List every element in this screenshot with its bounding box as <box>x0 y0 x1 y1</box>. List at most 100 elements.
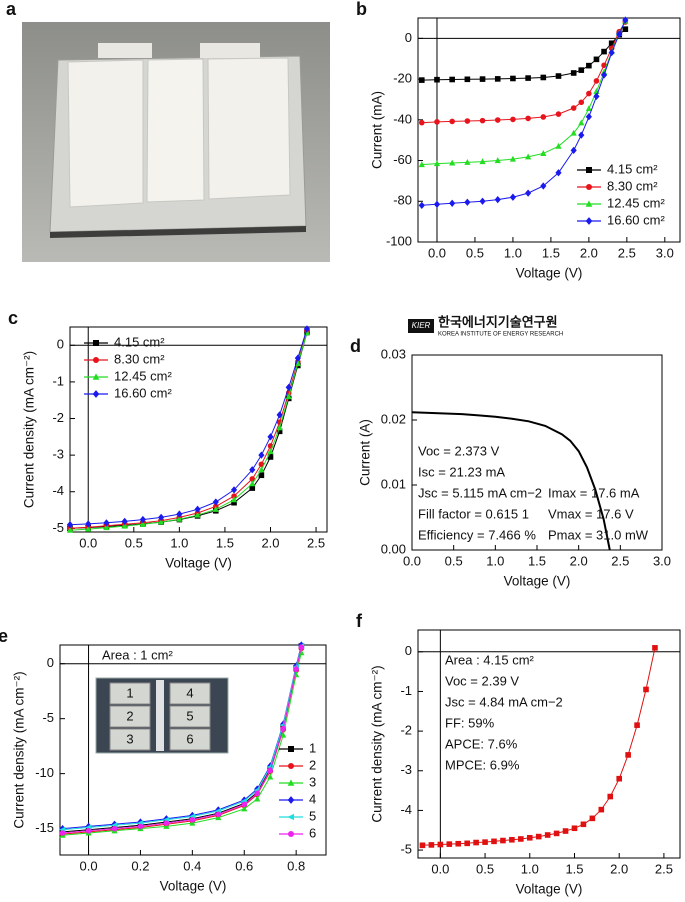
plot-frame <box>59 644 327 856</box>
legend-marker <box>93 357 99 363</box>
y-tick-label: -3 <box>400 762 412 777</box>
data-point <box>285 393 292 400</box>
x-axis-label: Voltage (V) <box>516 266 583 281</box>
data-point <box>482 839 488 845</box>
y-tick-label: -100 <box>386 233 412 248</box>
x-tick-label: 2.0 <box>570 553 588 568</box>
data-point <box>535 833 542 840</box>
y-tick-label: -2 <box>400 723 412 738</box>
data-point <box>418 161 425 168</box>
data-point <box>258 451 265 459</box>
data-point <box>66 526 74 533</box>
inset-divider <box>156 680 164 751</box>
data-point <box>553 830 560 837</box>
x-tick-label: 2.0 <box>261 535 279 550</box>
inset-label: 2 <box>126 708 133 723</box>
inset-label: 6 <box>186 731 193 746</box>
data-point <box>555 73 562 79</box>
data-point <box>419 842 426 849</box>
data-point <box>103 519 110 527</box>
panel-label: b <box>356 0 367 19</box>
data-point <box>571 825 578 832</box>
data-point <box>598 806 605 813</box>
inset-cell <box>109 705 151 728</box>
panel-label: e <box>0 626 8 646</box>
x-tick-label: 0.6 <box>235 858 253 873</box>
data-point <box>137 823 144 830</box>
data-point <box>267 767 274 774</box>
data-point <box>510 75 516 82</box>
x-tick-label: 0.5 <box>466 245 484 260</box>
data-point <box>555 111 562 117</box>
data-point <box>189 817 196 823</box>
y-axis-label: Current density (mA cm⁻²) <box>22 351 37 508</box>
data-point <box>215 811 222 818</box>
data-point <box>303 325 311 333</box>
data-point <box>433 200 441 208</box>
annotation: Area : 1 cm² <box>102 647 173 662</box>
data-point <box>455 840 462 847</box>
x-tick-label: 1.0 <box>486 553 504 568</box>
data-point <box>652 645 658 651</box>
data-point <box>589 815 596 822</box>
data-point <box>121 517 128 526</box>
x-axis-label: Voltage (V) <box>165 556 232 571</box>
data-point <box>578 131 585 139</box>
x-tick-label: 1.0 <box>170 535 188 550</box>
series-line <box>69 328 308 526</box>
data-point <box>570 105 577 111</box>
x-tick-label: 0.0 <box>80 858 98 873</box>
annotation: Voc = 2.39 V <box>445 673 519 688</box>
data-point <box>479 76 486 82</box>
data-point <box>294 354 301 362</box>
data-point <box>600 71 608 79</box>
x-tick-label: 0.2 <box>131 858 149 873</box>
data-point <box>518 836 524 842</box>
y-tick-label: 0 <box>405 30 412 45</box>
data-point <box>280 731 287 738</box>
legend-marker <box>287 813 294 821</box>
data-point <box>578 119 585 126</box>
x-axis-label: Voltage (V) <box>516 882 583 897</box>
x-tick-label: 2.5 <box>611 553 629 568</box>
x-tick-label: 1.0 <box>504 245 522 260</box>
data-point <box>418 77 425 83</box>
data-point <box>230 496 238 503</box>
y-tick-label: 0 <box>405 643 412 658</box>
series-line <box>421 28 626 81</box>
data-point <box>294 360 301 367</box>
legend-label: 4.15 cm² <box>114 334 165 349</box>
data-point <box>464 159 471 165</box>
data-point <box>298 644 305 650</box>
data-point <box>139 515 146 524</box>
y-tick-label: -1 <box>400 683 412 698</box>
legend-label: 1 <box>309 740 316 755</box>
annotation: Pmax = 31.0 mW <box>548 527 649 542</box>
series-line <box>69 332 308 531</box>
data-point <box>525 189 532 197</box>
data-point <box>464 76 471 83</box>
data-point <box>494 76 501 82</box>
data-point <box>212 505 219 512</box>
y-axis-label: Current density (mA cm⁻²) <box>12 671 27 828</box>
plot-frame <box>417 629 681 859</box>
data-point <box>570 129 577 136</box>
data-point <box>494 196 501 204</box>
x-tick-label: 2.5 <box>618 245 636 260</box>
data-point <box>509 193 517 201</box>
data-point <box>586 62 592 69</box>
y-tick-label: -10 <box>35 765 54 780</box>
x-axis-label: Voltage (V) <box>504 574 571 589</box>
inset-cell <box>169 728 211 751</box>
x-tick-label: 1.5 <box>565 861 583 876</box>
data-point <box>241 805 248 812</box>
legend-marker <box>585 217 593 225</box>
data-point <box>464 840 470 847</box>
legend-label: 4 <box>309 791 316 806</box>
data-point <box>176 510 183 518</box>
logo-mark-bg <box>408 319 434 333</box>
data-point <box>540 74 547 81</box>
x-tick-label: 3.0 <box>656 245 674 260</box>
plot-frame <box>417 17 681 243</box>
data-point <box>258 466 265 473</box>
